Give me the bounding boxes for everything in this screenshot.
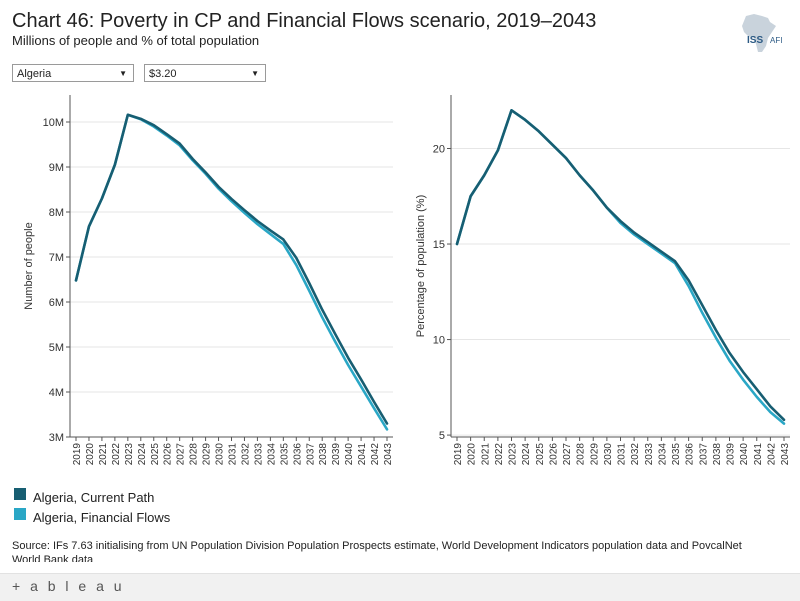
x-tick-label: 2025 bbox=[535, 443, 546, 466]
x-tick-label: 2042 bbox=[370, 443, 381, 466]
x-tick-label: 2041 bbox=[753, 443, 764, 466]
y-tick-label: 5M bbox=[49, 342, 64, 354]
chart-title: Chart 46: Poverty in CP and Financial Fl… bbox=[12, 10, 597, 32]
x-tick-label: 2031 bbox=[617, 443, 628, 466]
x-tick-label: 2043 bbox=[383, 443, 394, 466]
x-tick-label: 2028 bbox=[576, 443, 587, 466]
x-tick-label: 2036 bbox=[685, 443, 696, 466]
x-tick-label: 2040 bbox=[739, 443, 750, 466]
y-tick-label: 4M bbox=[49, 387, 64, 399]
y-axis-label: Number of people bbox=[23, 222, 35, 309]
threshold-dropdown-value: $3.20 bbox=[149, 68, 177, 80]
x-tick-label: 2033 bbox=[253, 443, 264, 466]
legend-item-financial-flows[interactable]: Algeria, Financial Flows bbox=[14, 507, 170, 527]
legend: Algeria, Current Path Algeria, Financial… bbox=[14, 487, 170, 527]
x-tick-label: 2039 bbox=[726, 443, 737, 466]
x-tick-label: 2029 bbox=[202, 443, 213, 466]
x-tick-label: 2032 bbox=[240, 443, 251, 466]
tableau-footer: + a b l e a u bbox=[0, 573, 800, 601]
y-tick-label: 5 bbox=[439, 430, 445, 442]
x-tick-label: 2035 bbox=[671, 443, 682, 466]
country-dropdown[interactable]: Algeria ▼ bbox=[12, 64, 134, 82]
x-tick-label: 2034 bbox=[266, 443, 277, 466]
x-tick-label: 2023 bbox=[508, 443, 519, 466]
legend-swatch-current-path bbox=[14, 488, 26, 500]
country-dropdown-value: Algeria bbox=[17, 68, 52, 80]
source-note: Source: IFs 7.63 initialising from UN Po… bbox=[12, 540, 742, 562]
x-tick-label: 2023 bbox=[124, 443, 135, 466]
legend-label-financial-flows: Algeria, Financial Flows bbox=[33, 509, 171, 525]
x-tick-label: 2036 bbox=[292, 443, 303, 466]
x-tick-label: 2033 bbox=[644, 443, 655, 466]
threshold-dropdown[interactable]: $3.20 ▼ bbox=[144, 64, 266, 82]
x-tick-label: 2019 bbox=[72, 443, 83, 466]
x-tick-label: 2043 bbox=[780, 443, 791, 466]
financial-flows-line bbox=[455, 108, 786, 425]
x-tick-label: 2035 bbox=[279, 443, 290, 466]
chart-subtitle: Millions of people and % of total popula… bbox=[12, 33, 260, 48]
chevron-down-icon: ▼ bbox=[251, 69, 259, 78]
x-tick-label: 2030 bbox=[603, 443, 614, 466]
x-tick-label: 2030 bbox=[215, 443, 226, 466]
x-tick-label: 2020 bbox=[85, 443, 96, 466]
current-path-line bbox=[74, 113, 389, 425]
x-tick-label: 2022 bbox=[494, 443, 505, 466]
x-tick-label: 2029 bbox=[589, 443, 600, 466]
x-tick-label: 2038 bbox=[318, 443, 329, 466]
x-tick-label: 2019 bbox=[453, 443, 464, 466]
x-tick-label: 2027 bbox=[176, 443, 187, 466]
x-tick-label: 2027 bbox=[562, 443, 573, 466]
x-tick-label: 2026 bbox=[163, 443, 174, 466]
x-tick-label: 2031 bbox=[228, 443, 239, 466]
logo-text-iss: ISS bbox=[747, 35, 763, 46]
x-tick-label: 2020 bbox=[467, 443, 478, 466]
y-axis-label: Percentage of population (%) bbox=[415, 195, 427, 337]
y-tick-label: 6M bbox=[49, 297, 64, 309]
x-tick-label: 2021 bbox=[98, 443, 109, 466]
y-tick-label: 9M bbox=[49, 162, 64, 174]
x-tick-label: 2032 bbox=[630, 443, 641, 466]
x-tick-label: 2026 bbox=[548, 443, 559, 466]
x-tick-label: 2024 bbox=[137, 443, 148, 466]
x-tick-label: 2038 bbox=[712, 443, 723, 466]
x-tick-label: 2037 bbox=[698, 443, 709, 466]
tableau-logo[interactable]: + a b l e a u bbox=[12, 578, 125, 594]
x-tick-label: 2021 bbox=[480, 443, 491, 466]
x-tick-label: 2024 bbox=[521, 443, 532, 466]
y-tick-label: 15 bbox=[433, 239, 445, 251]
x-tick-label: 2039 bbox=[331, 443, 342, 466]
x-tick-label: 2022 bbox=[111, 443, 122, 466]
legend-swatch-financial-flows bbox=[14, 508, 26, 520]
y-tick-label: 10M bbox=[43, 117, 64, 129]
x-tick-label: 2025 bbox=[150, 443, 161, 466]
y-tick-label: 20 bbox=[433, 143, 445, 155]
logo-text-afi: AFI bbox=[770, 36, 782, 45]
africa-map-icon bbox=[742, 14, 776, 52]
y-tick-label: 3M bbox=[49, 432, 64, 444]
chevron-down-icon: ▼ bbox=[119, 69, 127, 78]
x-tick-label: 2037 bbox=[305, 443, 316, 466]
x-tick-label: 2040 bbox=[344, 443, 355, 466]
financial-flows-line bbox=[74, 113, 389, 431]
y-tick-label: 10 bbox=[433, 335, 445, 347]
issafi-logo: ISS AFI bbox=[742, 14, 782, 52]
x-tick-label: 2028 bbox=[189, 443, 200, 466]
y-tick-label: 7M bbox=[49, 252, 64, 264]
x-tick-label: 2034 bbox=[657, 443, 668, 466]
x-tick-label: 2041 bbox=[357, 443, 368, 466]
legend-item-current-path[interactable]: Algeria, Current Path bbox=[14, 487, 170, 507]
current-path-line bbox=[455, 108, 786, 422]
y-tick-label: 8M bbox=[49, 207, 64, 219]
x-tick-label: 2042 bbox=[766, 443, 777, 466]
legend-label-current-path: Algeria, Current Path bbox=[33, 489, 155, 505]
